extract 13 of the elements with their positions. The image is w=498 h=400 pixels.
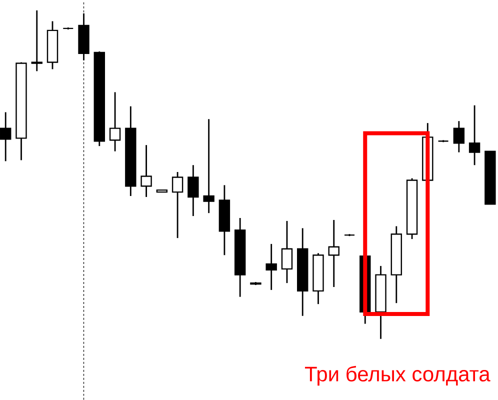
candlestick [266, 243, 277, 291]
candlestick [109, 91, 121, 152]
candlestick [188, 164, 199, 217]
candlestick [31, 10, 42, 72]
candlestick [140, 144, 152, 198]
candlestick [328, 219, 340, 288]
candlestick [172, 171, 184, 239]
candlestick [453, 120, 465, 153]
candlestick [468, 104, 480, 166]
candlestick [281, 220, 293, 284]
text: Три белых солдата [304, 366, 490, 386]
candlestick [203, 118, 214, 214]
candlestick [0, 111, 12, 162]
